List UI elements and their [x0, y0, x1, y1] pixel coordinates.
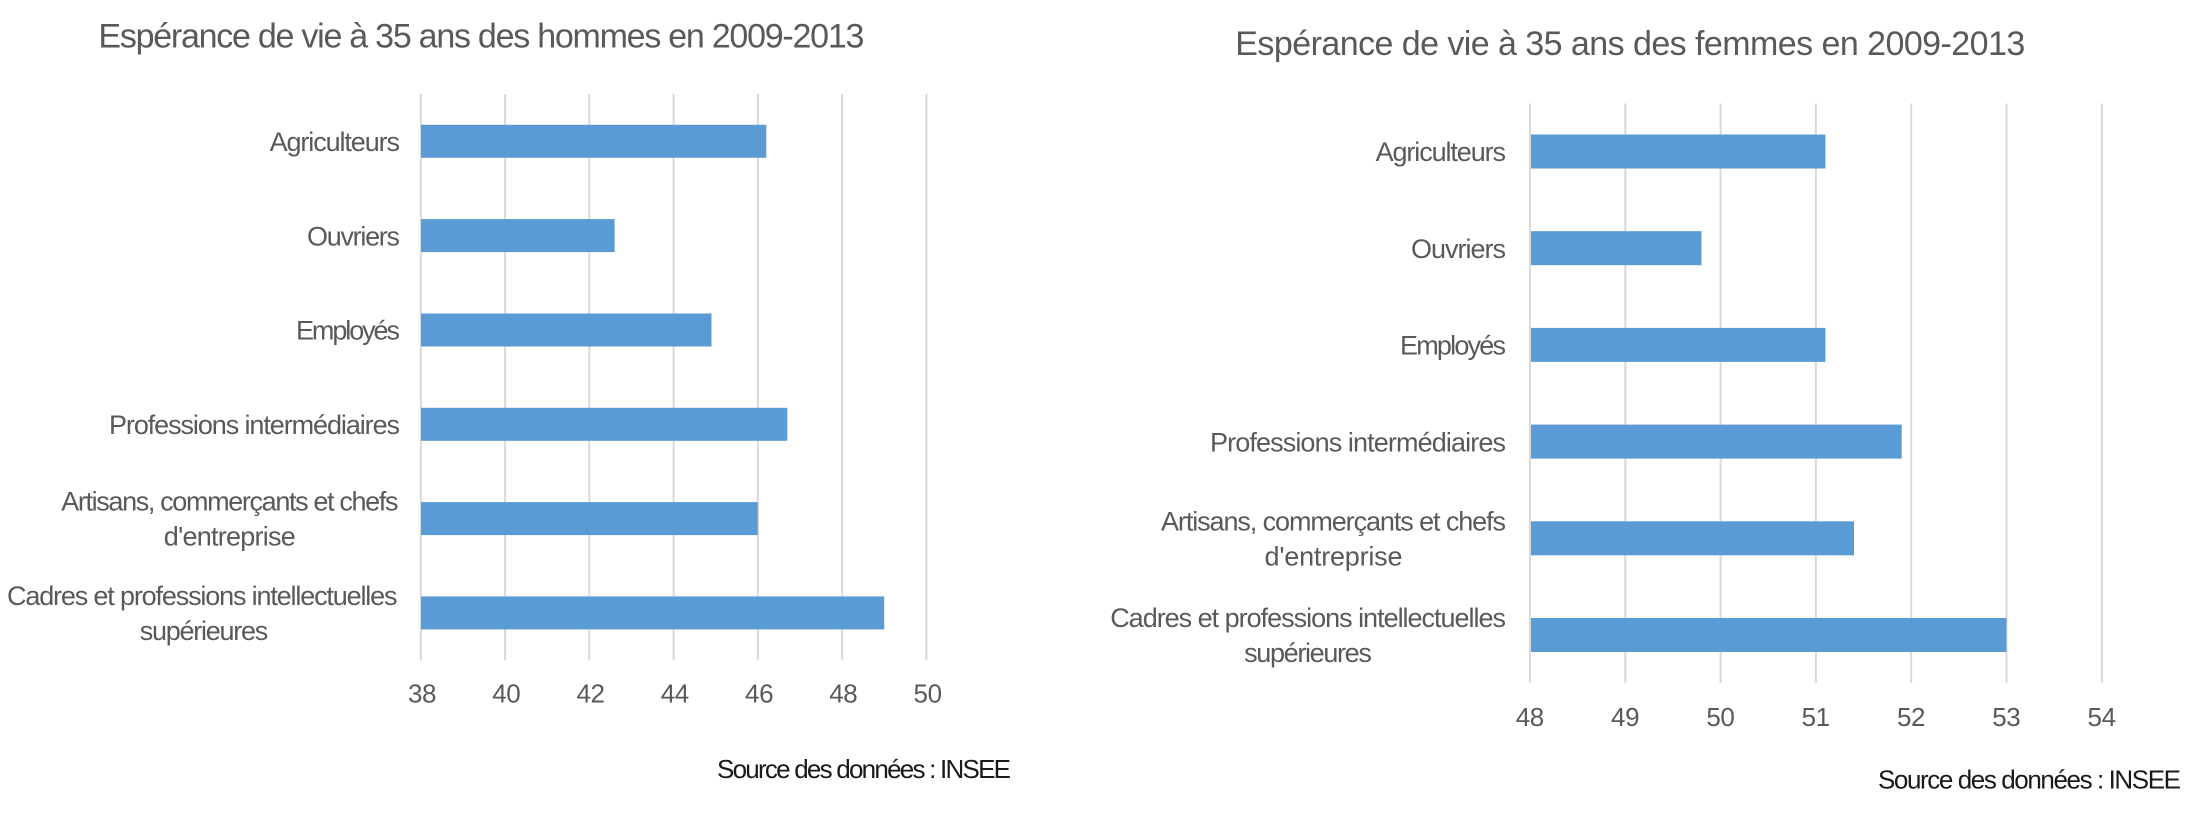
svg-text:supérieures: supérieures [140, 616, 268, 646]
svg-text:supérieures: supérieures [1244, 638, 1372, 668]
svg-text:d'entreprise: d'entreprise [1265, 541, 1403, 571]
svg-text:Cadres et professions intellec: Cadres et professions intellectuelles [1110, 603, 1506, 633]
svg-text:Employés: Employés [296, 316, 400, 346]
svg-text:Source des données : INSEE: Source des données : INSEE [717, 754, 1011, 784]
svg-text:Espérance de vie à 35 ans des: Espérance de vie à 35 ans des hommes en … [98, 18, 864, 56]
svg-text:46: 46 [745, 678, 774, 708]
svg-text:53: 53 [1992, 702, 2021, 732]
svg-text:40: 40 [492, 678, 521, 708]
svg-text:54: 54 [2088, 702, 2117, 732]
svg-text:Agriculteurs: Agriculteurs [1376, 137, 1506, 167]
svg-text:42: 42 [576, 678, 605, 708]
svg-text:Professions intermédiaires: Professions intermédiaires [1210, 427, 1506, 457]
svg-text:48: 48 [829, 678, 858, 708]
svg-text:50: 50 [1706, 702, 1735, 732]
svg-text:38: 38 [408, 678, 437, 708]
svg-text:44: 44 [661, 678, 690, 708]
svg-text:52: 52 [1897, 702, 1926, 732]
svg-text:51: 51 [1802, 702, 1831, 732]
svg-text:Artisans, commerçants et chefs: Artisans, commerçants et chefs [1161, 506, 1506, 536]
svg-text:d'entreprise: d'entreprise [164, 522, 296, 552]
svg-text:48: 48 [1516, 702, 1545, 732]
svg-text:Employés: Employés [1400, 331, 1506, 361]
svg-text:Artisans, commerçants et chefs: Artisans, commerçants et chefs [61, 487, 398, 517]
svg-text:Professions intermédiaires: Professions intermédiaires [109, 410, 400, 440]
svg-text:Agriculteurs: Agriculteurs [270, 127, 400, 157]
svg-text:Ouvriers: Ouvriers [1411, 234, 1506, 264]
svg-text:Espérance de vie à 35 ans des: Espérance de vie à 35 ans des femmes en … [1235, 25, 2025, 63]
svg-text:Ouvriers: Ouvriers [307, 221, 400, 251]
svg-text:Cadres et professions intellec: Cadres et professions intellectuelles [7, 581, 398, 611]
svg-text:Source des données : INSEE: Source des données : INSEE [1878, 765, 2181, 795]
svg-text:49: 49 [1611, 702, 1640, 732]
svg-text:50: 50 [914, 678, 943, 708]
